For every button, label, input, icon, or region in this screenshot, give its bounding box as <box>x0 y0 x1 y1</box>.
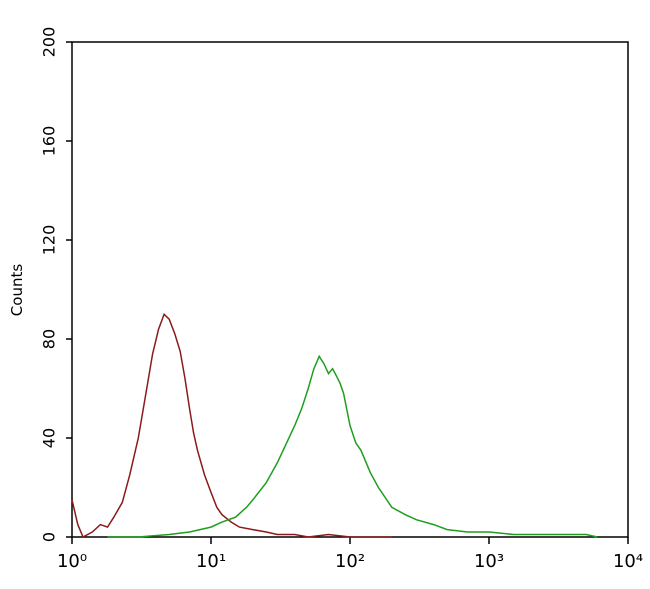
x-tick-label: 10¹ <box>196 551 226 572</box>
y-tick-label: 0 <box>40 532 59 542</box>
y-tick-label: 120 <box>40 225 59 256</box>
y-tick-label: 40 <box>40 428 59 448</box>
y-axis-label: Counts <box>8 264 26 317</box>
y-tick-label: 80 <box>40 329 59 349</box>
x-tick-label: 10² <box>335 551 365 572</box>
x-tick-label: 10³ <box>474 551 504 572</box>
x-tick-label: 10⁰ <box>57 551 87 572</box>
y-tick-label: 160 <box>40 126 59 157</box>
histogram-line <box>71 312 392 539</box>
plot-frame <box>71 41 629 538</box>
x-tick-label: 10⁴ <box>613 551 643 572</box>
y-tick-label: 200 <box>40 27 59 58</box>
histogram-line <box>107 354 598 538</box>
